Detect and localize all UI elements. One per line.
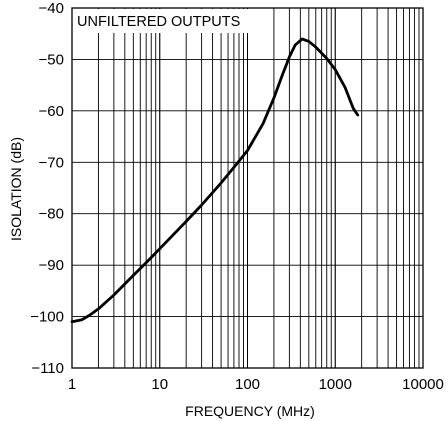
x-tick-label: 1 [68,376,76,393]
x-tick-label: 10 [151,376,168,393]
x-tick-label: 1000 [319,376,352,393]
y-tick-label: −80 [39,206,64,223]
x-tick-label: 10000 [402,376,444,393]
chart-annotation: UNFILTERED OUTPUTS [77,14,240,30]
y-tick-label: −100 [30,309,64,326]
y-tick-label: −70 [39,154,64,171]
series-layer [70,37,360,324]
x-tick-label: 100 [235,376,260,393]
tick-labels: 1 10 100 1000 10000 −40 −50 −60 −70 −80 −90 −100 −11… [30,0,444,393]
x-axis-label: FREQUENCY (MHz) [185,403,315,419]
y-tick-label: −50 [39,51,64,68]
y-tick-label: −60 [39,103,64,120]
plot-frame [71,7,424,369]
series-line-1 [70,37,360,324]
grid [72,8,423,368]
y-tick-label: −90 [39,257,64,274]
y-axis-label: ISOLATION (dB) [8,137,24,241]
y-tick-label: −40 [39,0,64,17]
annotation-background [73,9,249,33]
y-tick-label: −110 [31,360,64,377]
